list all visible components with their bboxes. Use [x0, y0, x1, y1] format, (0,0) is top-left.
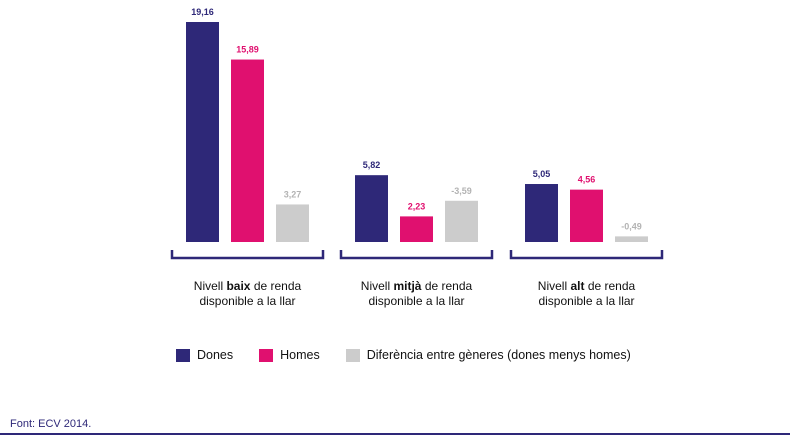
bar-diferencia-3 — [615, 236, 648, 242]
bar-dones-3 — [525, 184, 558, 242]
bar-diferencia-2 — [445, 200, 478, 242]
legend: Dones Homes Diferència entre gèneres (do… — [176, 348, 657, 362]
data-label-homes-1: 15,89 — [236, 45, 259, 55]
source-note: Font: ECV 2014. — [10, 418, 92, 430]
group-bracket-2 — [339, 250, 494, 260]
bar-chart: 19,16 15,89 3,27 Nivell baix de renda dispon… — [170, 7, 664, 308]
bar-dones-2 — [355, 175, 388, 242]
category-label-2: Nivell mitjà de renda disponible a la lla… — [361, 279, 473, 308]
data-label-diferencia-2: -3,59 — [451, 186, 472, 196]
bar-homes-2 — [400, 216, 433, 242]
legend-swatch-diferencia — [345, 348, 360, 362]
data-label-diferencia-3: -0,49 — [621, 221, 642, 231]
footer-rule — [0, 433, 790, 435]
legend-swatch-dones — [176, 348, 190, 362]
legend-label-dones: Dones — [197, 348, 234, 362]
bar-diferencia-1 — [276, 204, 309, 242]
data-label-dones-1: 19,16 — [191, 7, 214, 17]
group-bracket-3 — [509, 250, 664, 260]
group-bracket-1 — [170, 250, 325, 260]
bar-homes-1 — [231, 59, 264, 243]
data-label-homes-3: 4,56 — [578, 175, 596, 185]
legend-item-diferencia: Diferència entre gèneres (dones menys ho… — [345, 348, 631, 362]
legend-item-dones: Dones — [176, 348, 233, 362]
data-label-dones-2: 5,82 — [363, 160, 381, 170]
bar-homes-3 — [570, 189, 603, 242]
category-label-3: Nivell alt de renda disponible a la llar — [538, 279, 636, 308]
bar-dones-1 — [186, 22, 219, 242]
legend-item-homes: Homes — [259, 348, 320, 362]
data-label-diferencia-1: 3,27 — [284, 189, 302, 199]
legend-swatch-homes — [259, 348, 274, 362]
data-label-dones-3: 5,05 — [533, 169, 551, 179]
category-label-1: Nivell baix de renda disponible a la llar — [194, 279, 302, 308]
legend-label-diferencia: Diferència entre gèneres (dones menys ho… — [366, 348, 631, 362]
legend-label-homes: Homes — [280, 348, 320, 362]
data-label-homes-2: 2,23 — [408, 201, 426, 211]
